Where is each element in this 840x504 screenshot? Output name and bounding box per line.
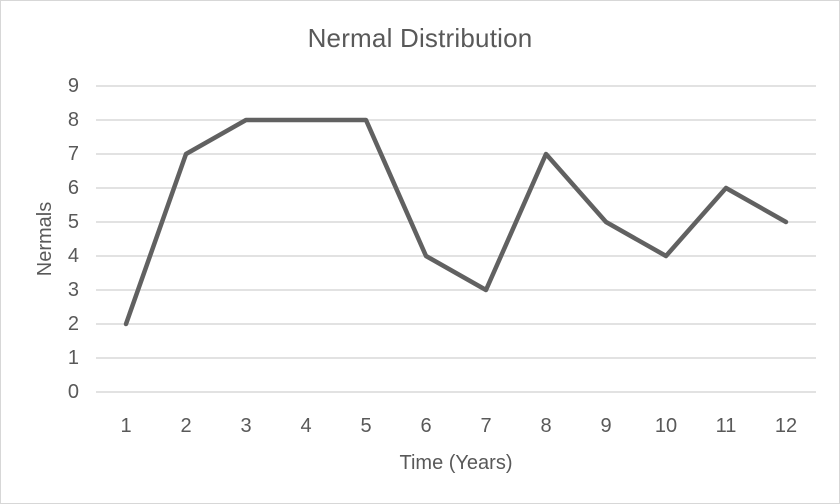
y-axis-tick-label: 3 — [67, 279, 79, 301]
x-axis-tick-label: 5 — [360, 415, 372, 437]
x-axis-tick-label: 10 — [654, 415, 678, 437]
y-axis-tick-label: 7 — [67, 143, 79, 165]
y-axis-tick-label: 1 — [67, 347, 79, 369]
y-axis-tick-label: 5 — [67, 211, 79, 233]
y-axis-tick-label: 2 — [67, 313, 79, 335]
y-axis-tick-label: 6 — [67, 177, 79, 199]
y-axis-tick-label: 9 — [67, 75, 79, 97]
x-axis-tick-label: 2 — [180, 415, 192, 437]
x-axis-tick-label: 12 — [774, 415, 798, 437]
y-axis-tick-label: 4 — [67, 245, 79, 267]
x-axis-tick-label: 11 — [715, 415, 737, 437]
x-axis-tick-label: 1 — [120, 415, 132, 437]
y-axis-tick-label: 8 — [67, 109, 79, 131]
y-axis-tick-label: 0 — [67, 381, 79, 403]
x-axis-tick-label: 6 — [420, 415, 432, 437]
x-axis-tick-label: 3 — [240, 415, 252, 437]
x-axis-tick-label: 8 — [540, 415, 552, 437]
x-axis-title: Time (Years) — [399, 452, 513, 474]
x-axis-tick-label: 4 — [300, 415, 312, 437]
x-axis-tick-label: 9 — [600, 415, 612, 437]
series-line — [123, 117, 789, 327]
chart-title: Nermal Distribution — [307, 23, 533, 53]
x-axis-tick-label: 7 — [480, 415, 492, 437]
